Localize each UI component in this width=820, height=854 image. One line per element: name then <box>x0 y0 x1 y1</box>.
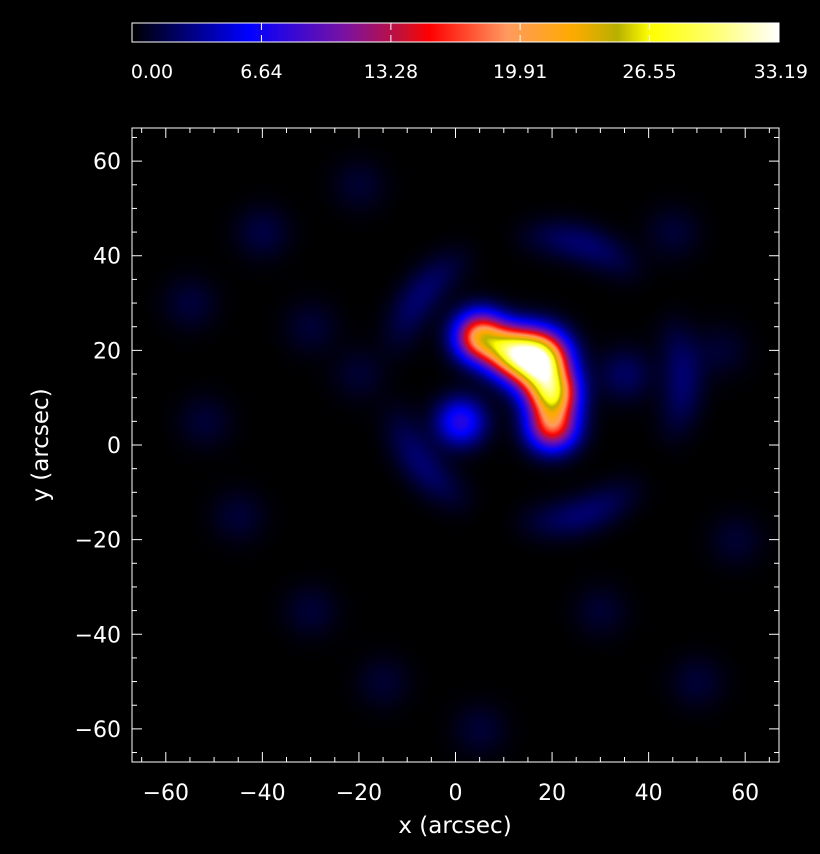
colorbar-tick-label: 13.28 <box>364 61 418 83</box>
y-tick-label: −40 <box>75 623 121 648</box>
y-tick-label: −60 <box>75 718 121 743</box>
x-tick-labels: −60 −40 −20 0 20 40 60 <box>143 781 760 806</box>
x-tick-label: −60 <box>143 781 189 806</box>
colorbar-tick-label: 0.00 <box>131 61 173 83</box>
y-tick-label: 20 <box>93 339 121 364</box>
colorbar-tick-label: 19.91 <box>493 61 547 83</box>
x-tick-label: −40 <box>239 781 285 806</box>
x-tick-label: 40 <box>635 781 663 806</box>
axis-ticks <box>132 128 779 762</box>
colorbar-tick-label: 33.19 <box>754 61 808 83</box>
colorbar-tick-label: 6.64 <box>240 61 282 83</box>
x-tick-label: 60 <box>731 781 759 806</box>
colorbar-tick-label: 26.55 <box>622 61 676 83</box>
y-tick-label: −20 <box>75 529 121 554</box>
y-axis-label: y (arcsec) <box>28 388 54 501</box>
y-tick-label: 60 <box>93 150 121 175</box>
colorbar-tick-labels: 0.00 6.64 13.28 19.91 26.55 33.19 <box>131 61 808 83</box>
x-tick-label: 20 <box>538 781 566 806</box>
x-axis-label: x (arcsec) <box>398 813 511 839</box>
colorbar-ticks <box>131 23 780 42</box>
y-tick-labels: −60 −40 −20 0 20 40 60 <box>75 150 121 743</box>
y-tick-label: 0 <box>107 434 121 459</box>
heatmap-image <box>132 128 779 762</box>
colorbar-gradient <box>131 22 780 43</box>
colorbar: 0.00 6.64 13.28 19.91 26.55 33.19 <box>131 22 808 83</box>
x-tick-label: −20 <box>336 781 382 806</box>
x-tick-label: 0 <box>449 781 463 806</box>
plot-area: −60 −40 −20 0 20 40 60 −60 −40 −20 0 20 40 60 x (arc… <box>28 127 780 839</box>
y-tick-label: 40 <box>93 245 121 270</box>
